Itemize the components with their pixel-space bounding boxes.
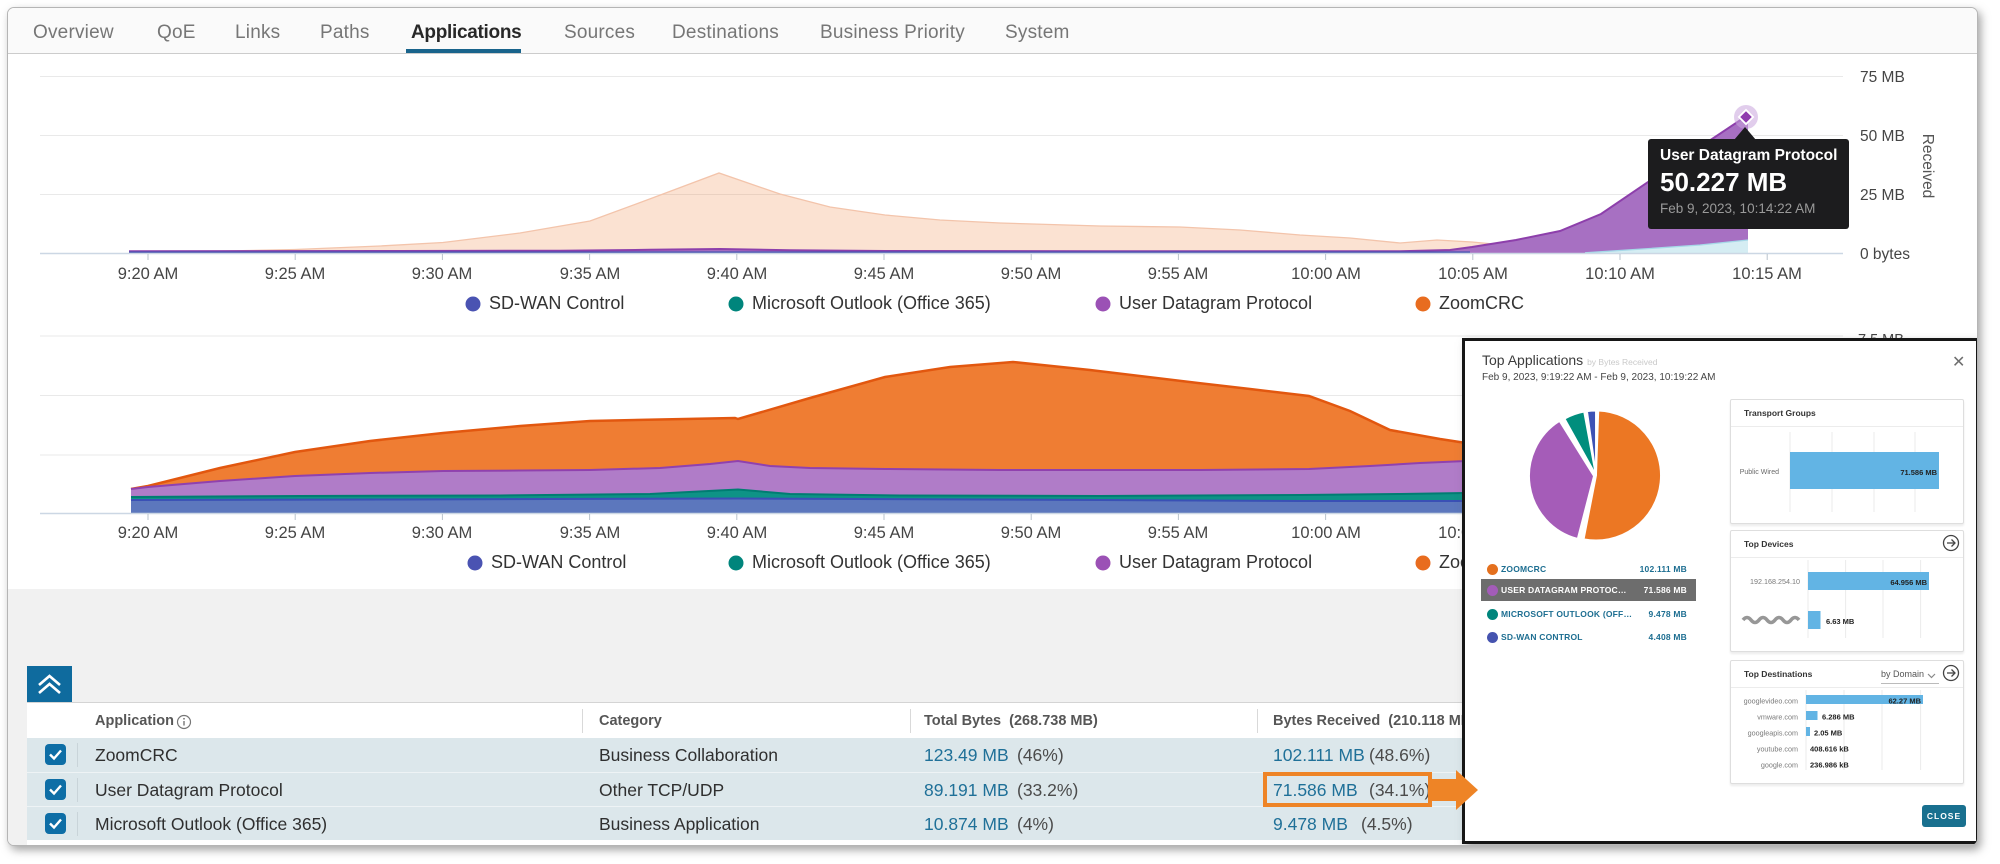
svg-text:10:10 AM: 10:10 AM [1585, 265, 1655, 283]
svg-text:71.586 MB: 71.586 MB [1900, 468, 1937, 477]
svg-text:Received: Received [1919, 134, 1936, 199]
svg-text:9:30 AM: 9:30 AM [412, 265, 473, 283]
svg-text:9:25 AM: 9:25 AM [265, 265, 326, 283]
svg-text:User Datagram Protocol: User Datagram Protocol [1119, 293, 1312, 313]
svg-text:googlevideo.com: googlevideo.com [1744, 697, 1798, 706]
svg-text:9:20 AM: 9:20 AM [118, 524, 179, 542]
svg-text:vmware.com: vmware.com [1757, 713, 1798, 722]
svg-text:9:35 AM: 9:35 AM [560, 265, 621, 283]
svg-text:192.168.254.10: 192.168.254.10 [1750, 577, 1800, 586]
svg-text:google.com: google.com [1761, 761, 1798, 770]
svg-text:10:15 AM: 10:15 AM [1732, 265, 1802, 283]
svg-text:9:40 AM: 9:40 AM [707, 524, 768, 542]
svg-text:User Datagram Protocol: User Datagram Protocol [1119, 552, 1312, 572]
svg-text:10:00 AM: 10:00 AM [1291, 524, 1361, 542]
svg-text:62.27 MB: 62.27 MB [1888, 697, 1921, 706]
svg-text:9:45 AM: 9:45 AM [854, 265, 915, 283]
svg-text:Microsoft Outlook (Office 365): Microsoft Outlook (Office 365) [752, 293, 991, 313]
svg-text:9:25 AM: 9:25 AM [265, 524, 326, 542]
svg-text:75 MB: 75 MB [1860, 69, 1905, 86]
svg-text:youtube.com: youtube.com [1757, 745, 1798, 754]
svg-text:ZoomCRC: ZoomCRC [1439, 293, 1524, 313]
svg-text:6.63 MB: 6.63 MB [1826, 617, 1855, 626]
svg-text:408.616 kB: 408.616 kB [1810, 745, 1849, 754]
svg-text:9:45 AM: 9:45 AM [854, 524, 915, 542]
svg-text:9:50 AM: 9:50 AM [1001, 265, 1062, 283]
svg-text:25 MB: 25 MB [1860, 187, 1905, 204]
svg-text:SD-WAN Control: SD-WAN Control [489, 293, 624, 313]
svg-text:googleapis.com: googleapis.com [1748, 729, 1798, 738]
svg-text:9:20 AM: 9:20 AM [118, 265, 179, 283]
svg-text:6.286 MB: 6.286 MB [1822, 713, 1855, 722]
svg-text:50 MB: 50 MB [1860, 128, 1905, 145]
svg-text:2.05 MB: 2.05 MB [1814, 729, 1843, 738]
svg-text:9:50 AM: 9:50 AM [1001, 524, 1062, 542]
svg-text:64.956 MB: 64.956 MB [1890, 578, 1927, 587]
svg-text:10:00 AM: 10:00 AM [1291, 265, 1361, 283]
svg-text:9:30 AM: 9:30 AM [412, 524, 473, 542]
svg-text:9:55 AM: 9:55 AM [1148, 265, 1209, 283]
svg-text:SD-WAN Control: SD-WAN Control [491, 552, 626, 572]
svg-text:9:55 AM: 9:55 AM [1148, 524, 1209, 542]
svg-text:Microsoft Outlook (Office 365): Microsoft Outlook (Office 365) [752, 552, 991, 572]
svg-text:9:35 AM: 9:35 AM [560, 524, 621, 542]
svg-text:0 bytes: 0 bytes [1860, 246, 1910, 263]
svg-text:236.986 kB: 236.986 kB [1810, 761, 1849, 770]
svg-text:9:40 AM: 9:40 AM [707, 265, 768, 283]
svg-text:Public Wired: Public Wired [1740, 469, 1779, 476]
svg-text:10:05 AM: 10:05 AM [1438, 265, 1508, 283]
